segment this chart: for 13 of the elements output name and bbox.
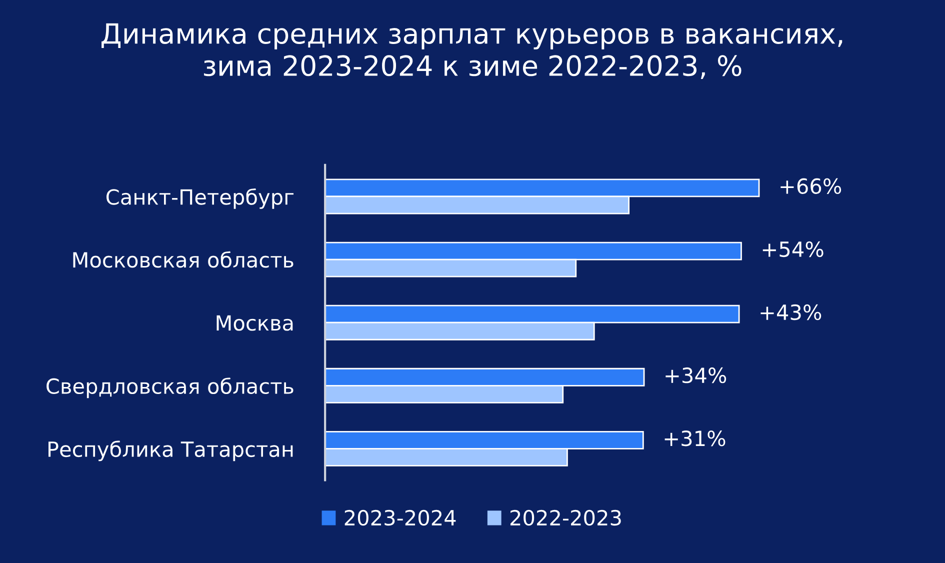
- annotation: +43%: [760, 304, 822, 320]
- annotation: +66%: [780, 178, 842, 194]
- annotation: +54%: [762, 241, 824, 258]
- annotation: +34%: [666, 367, 726, 384]
- y-tick-label: Свердловская область: [46, 378, 294, 398]
- legend-label: 2022-2023: [510, 510, 621, 526]
- y-tick-label: Республика Татарстан: [48, 440, 293, 462]
- chart-title: Динамика средних зарплат курьеров в вакансиях, зима 2023-2024 к зиме 2022-2023, %: [102, 23, 842, 80]
- legend-label: 2023-2024: [344, 510, 456, 526]
- y-tick-label: Москва: [216, 315, 293, 331]
- annotation: +31%: [664, 430, 726, 446]
- y-tick-label: Московская область: [73, 251, 294, 268]
- y-tick-label: Санкт-Петербург: [106, 188, 294, 209]
